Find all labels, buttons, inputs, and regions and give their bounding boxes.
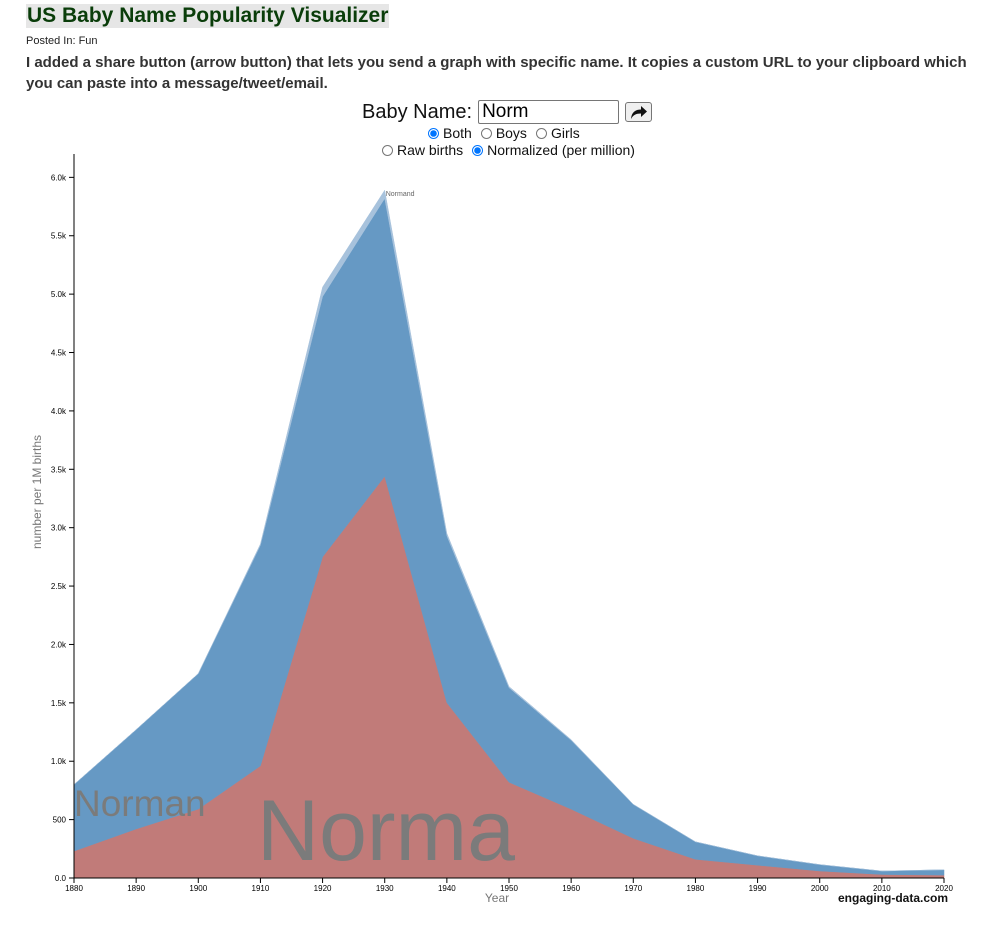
y-tick-label: 2.5k	[51, 582, 67, 591]
y-tick-label: 1.5k	[51, 699, 67, 708]
share-arrow-icon	[630, 105, 647, 119]
page-title: US Baby Name Popularity Visualizer	[26, 4, 390, 28]
radio-normalized-label: Normalized (per million)	[487, 142, 635, 158]
area-norman	[73, 197, 945, 876]
y-tick-label: 5.5k	[51, 232, 67, 241]
x-tick-label: 1980	[687, 884, 705, 893]
radio-girls[interactable]	[535, 127, 547, 139]
baby-name-input[interactable]	[478, 100, 620, 124]
y-tick-label: 2.0k	[51, 640, 67, 649]
x-tick-label: 1920	[314, 884, 332, 893]
x-axis-label: Year	[485, 891, 509, 905]
x-tick-label: 1900	[189, 884, 207, 893]
x-tick-label: 2000	[811, 884, 829, 893]
x-tick-label: 1950	[500, 884, 518, 893]
radio-boys[interactable]	[480, 127, 492, 139]
share-button[interactable]	[625, 102, 653, 122]
x-tick-label: 1890	[127, 884, 145, 893]
series-label-normand: Normand	[386, 191, 415, 198]
radio-raw-births-label: Raw births	[397, 142, 464, 158]
y-tick-label: 4.0k	[51, 407, 67, 416]
y-axis-label: number per 1M births	[30, 435, 44, 549]
y-tick-label: 3.5k	[51, 465, 67, 474]
y-tick-label: 5.0k	[51, 290, 67, 299]
radio-girls-label: Girls	[550, 125, 580, 141]
y-tick-label: 4.5k	[51, 349, 67, 358]
y-tick-label: 1.0k	[51, 757, 67, 766]
y-tick-label: 0.0	[55, 874, 67, 883]
scale-radio-group: Raw births Normalized (per million)	[382, 142, 644, 158]
radio-raw-births[interactable]	[382, 144, 393, 156]
radio-both-label: Both	[443, 125, 472, 141]
radio-normalized[interactable]	[472, 144, 484, 156]
baby-name-label: Baby Name:	[362, 100, 473, 123]
intro-text: I added a share button (arrow button) th…	[26, 54, 967, 92]
area-normand	[73, 189, 945, 872]
x-tick-label: 1880	[65, 884, 83, 893]
x-tick-label: 2010	[873, 884, 891, 893]
radio-both[interactable]	[428, 127, 439, 139]
x-tick-label: 2020	[935, 884, 953, 893]
y-tick-label: 500	[53, 816, 67, 825]
posted-in-label: Posted In: Fun	[26, 35, 98, 47]
series-label-norma: Norma	[257, 783, 515, 879]
baby-name-row: Baby Name:	[362, 99, 653, 125]
name-popularity-chart: Norma Norman Normand 0.0 500 1.0k 1.5k 2.0k 2.5k…	[30, 154, 953, 905]
y-tick-label: 3.0k	[51, 524, 67, 533]
x-tick-label: 1930	[376, 884, 394, 893]
site-brand: engaging-data.com	[838, 891, 949, 905]
sex-radio-group: Both Boys Girls	[428, 125, 589, 141]
x-tick-label: 1940	[438, 884, 456, 893]
x-tick-label: 1910	[252, 884, 270, 893]
y-tick-label: 6.0k	[51, 173, 67, 182]
radio-boys-label: Boys	[495, 125, 527, 141]
x-tick-label: 1970	[624, 884, 642, 893]
x-tick-label: 1990	[749, 884, 767, 893]
x-tick-label: 1960	[562, 884, 580, 893]
series-label-norman: Norman	[74, 783, 206, 824]
